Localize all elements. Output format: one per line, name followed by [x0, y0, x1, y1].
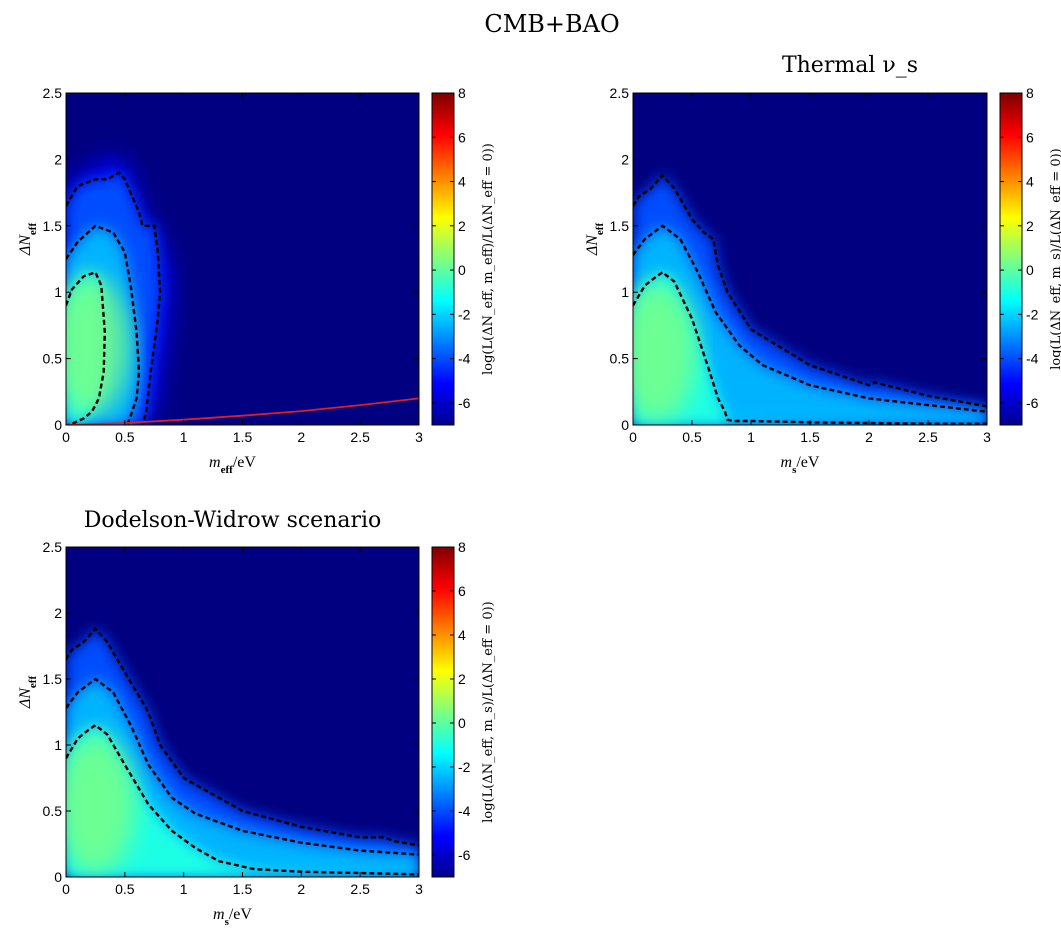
- figure-suptitle: CMB+BAO: [484, 10, 619, 38]
- x-axis-label: ms/eV: [781, 454, 820, 476]
- colorbar-tick-label: 4: [458, 627, 466, 643]
- y-tick-label: 2: [621, 151, 629, 167]
- chart-title: Dodelson-Widrow scenario: [84, 508, 382, 533]
- colorbar-label: log(L(ΔN_eff, m_eff)/L(ΔN_eff = 0)): [481, 143, 496, 375]
- contour-outer: [66, 626, 419, 847]
- colorbar-tick-label: 8: [458, 85, 466, 101]
- heat-peak: [66, 734, 136, 875]
- colorbar-label: log(L(ΔN_eff, m_s)/L(ΔN_eff = 0)): [481, 601, 496, 823]
- x-tick-label: 2.5: [918, 429, 938, 445]
- x-tick-label: 0: [629, 429, 637, 445]
- y-tick-label: 1.5: [43, 671, 63, 687]
- colorbar-tick-label: 2: [458, 671, 466, 687]
- colorbar: [431, 92, 455, 426]
- contour-inner: [66, 270, 107, 425]
- y-tick-label: 2.5: [43, 539, 63, 555]
- y-tick-label: 1: [621, 284, 629, 300]
- x-tick-label: 0: [62, 429, 70, 445]
- colorbar-tick-label: -6: [1026, 395, 1039, 411]
- x-tick-label: 3: [983, 429, 991, 445]
- x-tick-label: 2: [297, 881, 305, 897]
- y-tick-label: 2: [54, 605, 62, 621]
- colorbar-tick-label: -2: [1026, 306, 1039, 322]
- panels: 0 0.5 1 1.5 2 2.5 3 0 0.5 1 1.5 2 2.5 meff/eV ΔNeff -6 -…: [17, 53, 1061, 928]
- colorbar-tick-label: 4: [1026, 174, 1034, 190]
- x-tick-label: 3: [415, 429, 423, 445]
- colorbar-tick-label: -2: [458, 306, 471, 322]
- heat-peak: [633, 281, 697, 422]
- colorbar-tick-label: 6: [1026, 129, 1034, 145]
- colorbar-tick-label: 0: [1026, 262, 1034, 278]
- colorbar-tick-label: 8: [458, 539, 466, 555]
- colorbar-tick-label: -4: [458, 803, 471, 819]
- y-tick-label: 1: [54, 284, 62, 300]
- x-tick-label: 1: [747, 429, 755, 445]
- colorbar-tick-label: -6: [458, 395, 471, 411]
- chart-title: Thermal ν_s: [782, 53, 918, 78]
- y-tick-label: 0: [621, 417, 629, 433]
- contour-inner: [633, 270, 987, 425]
- y-tick-label: 2.5: [43, 85, 63, 101]
- y-tick-label: 2: [54, 151, 62, 167]
- contour-middle: [66, 677, 419, 856]
- x-axis-label: meff/eV: [209, 454, 256, 476]
- x-tick-label: 1.5: [233, 429, 253, 445]
- chart-panel-1: 0 0.5 1 1.5 2 2.5 3 0 0.5 1 1.5 2 2.5 meff/eV ΔNeff -6 -…: [17, 85, 496, 476]
- heatmap-field: [633, 173, 987, 425]
- y-tick-label: 0: [54, 869, 62, 885]
- y-tick-label: 1.5: [43, 218, 63, 234]
- colorbar-tick-label: -4: [1026, 351, 1039, 367]
- contour-middle: [66, 224, 141, 425]
- heat-level-middle: [633, 225, 987, 425]
- colorbar-tick-label: 0: [458, 715, 466, 731]
- y-tick-label: 0.5: [43, 351, 63, 367]
- colorbar-tick-label: 6: [458, 583, 466, 599]
- x-tick-label: 1: [180, 429, 188, 445]
- colorbar: [999, 92, 1023, 426]
- y-tick-label: 2.5: [610, 85, 630, 101]
- contour-inner: [66, 723, 419, 876]
- x-tick-label: 2.5: [350, 881, 370, 897]
- chart-panel-3: 0 0.5 1 1.5 2 2.5 3 0 0.5 1 1.5 2 2.5 ms/eV ΔNeff Dodel…: [17, 508, 496, 928]
- heatmap-field: [66, 159, 419, 425]
- y-tick-label: 0.5: [43, 803, 63, 819]
- colorbar-tick-label: 4: [458, 174, 466, 190]
- colorbar: [431, 546, 455, 878]
- x-tick-label: 1.5: [800, 429, 820, 445]
- x-tick-label: 1: [180, 881, 188, 897]
- y-tick-label: 0.5: [610, 351, 630, 367]
- x-tick-label: 2: [865, 429, 873, 445]
- y-tick-label: 1: [54, 737, 62, 753]
- y-tick-label: 1.5: [610, 218, 630, 234]
- x-tick-label: 3: [415, 881, 423, 897]
- heat-level-inner: [66, 725, 419, 877]
- contour-middle: [633, 224, 987, 413]
- colorbar-tick-label: 2: [458, 218, 466, 234]
- y-tick-label: 0: [54, 417, 62, 433]
- x-tick-label: 1.5: [233, 881, 253, 897]
- x-tick-label: 0.5: [115, 429, 135, 445]
- x-tick-label: 2: [297, 429, 305, 445]
- x-tick-label: 2.5: [350, 429, 370, 445]
- colorbar-tick-label: 6: [458, 129, 466, 145]
- colorbar-tick-label: 2: [1026, 218, 1034, 234]
- y-axis-label: ΔNeff: [17, 223, 39, 257]
- colorbar-label: log(L(ΔN_eff, m_s)/L(ΔN_eff = 0)): [1049, 148, 1061, 370]
- colorbar-tick-label: -6: [458, 847, 471, 863]
- chart-panel-2: 0 0.5 1 1.5 2 2.5 3 0 0.5 1 1.5 2 2.5 ms/eV ΔNeff Therm…: [584, 53, 1061, 476]
- heat-peak: [66, 275, 130, 416]
- x-tick-label: 0: [62, 881, 70, 897]
- colorbar-tick-label: 8: [1026, 85, 1034, 101]
- colorbar-tick-label: 0: [458, 262, 466, 278]
- contour-outer: [66, 171, 162, 425]
- colorbar-tick-label: -2: [458, 759, 471, 775]
- x-tick-label: 0.5: [682, 429, 702, 445]
- x-tick-label: 0.5: [115, 881, 135, 897]
- y-axis-label: ΔNeff: [584, 223, 606, 257]
- heatmap-field: [66, 626, 419, 877]
- x-axis-label: ms/eV: [213, 906, 252, 928]
- y-axis-label: ΔNeff: [17, 676, 39, 710]
- colorbar-tick-label: -4: [458, 351, 471, 367]
